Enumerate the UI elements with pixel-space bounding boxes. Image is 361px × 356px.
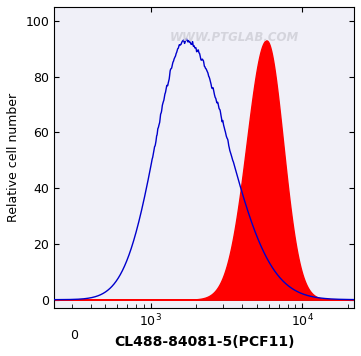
Y-axis label: Relative cell number: Relative cell number <box>7 93 20 222</box>
X-axis label: CL488-84081-5(PCF11): CL488-84081-5(PCF11) <box>114 335 295 349</box>
Text: 0: 0 <box>70 329 78 342</box>
Text: WWW.PTGLAB.COM: WWW.PTGLAB.COM <box>170 31 299 43</box>
